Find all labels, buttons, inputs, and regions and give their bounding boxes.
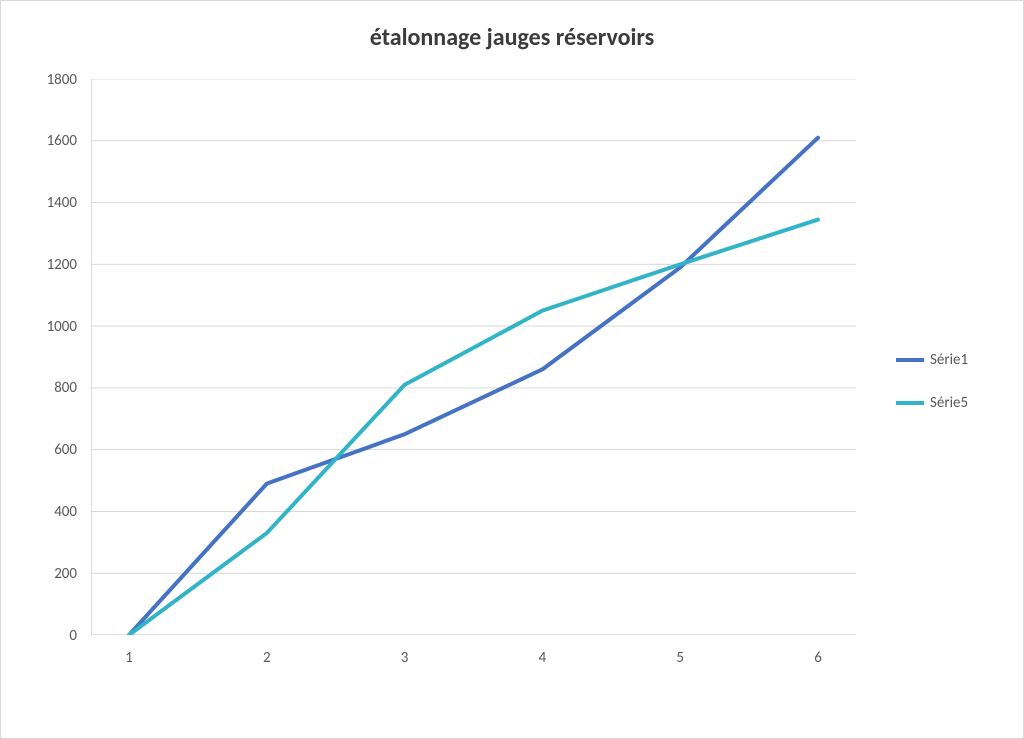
x-tick-label: 1 — [125, 649, 133, 667]
series-line — [129, 220, 818, 635]
x-tick-label: 2 — [263, 649, 271, 667]
x-tick-label: 3 — [401, 649, 409, 667]
y-tick-label: 1200 — [47, 256, 77, 274]
plot-area — [91, 79, 856, 635]
legend-label: Série5 — [930, 394, 968, 412]
x-tick-label: 6 — [814, 649, 822, 667]
y-tick-label: 800 — [54, 379, 77, 397]
y-tick-label: 400 — [54, 503, 77, 521]
y-tick-label: 1400 — [47, 194, 77, 212]
legend: Série1 Série5 — [896, 351, 968, 422]
legend-label: Série1 — [930, 351, 968, 369]
y-tick-label: 1000 — [47, 318, 77, 336]
legend-swatch — [896, 401, 924, 405]
legend-item: Série1 — [896, 351, 968, 369]
y-tick-label: 1800 — [47, 71, 77, 89]
chart-container: étalonnage jauges réservoirs Série1Série… — [0, 0, 1024, 739]
y-tick-label: 600 — [54, 441, 77, 459]
legend-item: Série5 — [896, 394, 968, 412]
y-tick-label: 1600 — [47, 132, 77, 150]
chart-title: étalonnage jauges réservoirs — [1, 23, 1023, 52]
chart-svg — [91, 79, 856, 635]
x-tick-label: 4 — [539, 649, 547, 667]
x-tick-label: 5 — [676, 649, 684, 667]
y-tick-label: 200 — [54, 565, 77, 583]
legend-swatch — [896, 358, 924, 362]
y-tick-label: 0 — [69, 627, 77, 645]
